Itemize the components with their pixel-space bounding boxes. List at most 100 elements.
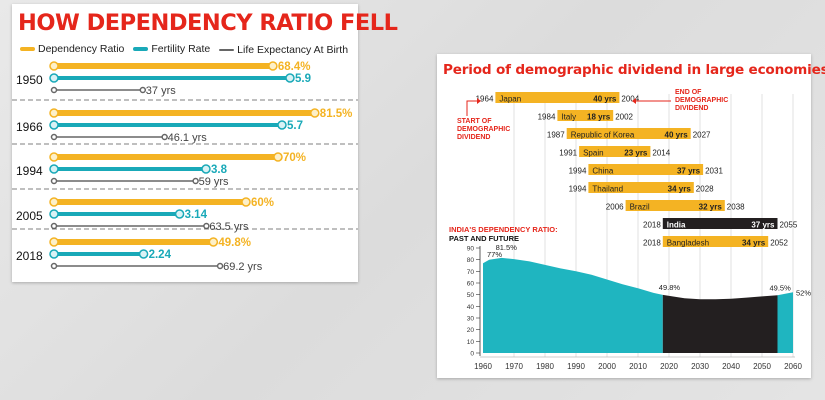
end-annotation-line: END OF xyxy=(675,89,702,96)
bar-end-dot-2-1966 xyxy=(161,133,168,141)
value-label-2-1994: 59 yrs xyxy=(199,176,229,188)
value-label-2-1950: 37 yrs xyxy=(146,85,176,97)
bar-end-dot-2-2018 xyxy=(216,262,224,270)
timeline-bar-Brazil xyxy=(625,200,725,211)
y-tick-0: 0 xyxy=(470,351,474,358)
value-label-2-2005: 63.5 yrs xyxy=(209,221,249,233)
bar-start-dot-2-1994 xyxy=(50,177,58,185)
end-year-Japan: 2004 xyxy=(621,95,639,104)
value-label-1-1994: 3.8 xyxy=(211,164,228,176)
area-value-label-2018: 49.8% xyxy=(659,283,681,292)
area-title-line1: INDIA'S DEPENDENCY RATIO: xyxy=(449,225,558,234)
end-year-Spain: 2014 xyxy=(652,149,670,158)
value-label-0-2018: 49.8% xyxy=(218,237,251,249)
value-label-2-2018: 69.2 yrs xyxy=(223,261,263,273)
bar-end-dot-2-2005 xyxy=(203,222,210,230)
timeline-bar-China xyxy=(588,164,704,175)
start-annotation-line: DEMOGRAPHIC xyxy=(457,126,510,133)
start-year-Bangladesh: 2018 xyxy=(643,239,661,248)
bar-end-dot-2-1950 xyxy=(139,86,147,94)
country-label-Thailand: Thailand xyxy=(592,185,623,194)
country-label-Italy: Italy xyxy=(561,113,576,122)
start-year-Brazil: 2006 xyxy=(606,203,624,212)
timeline-bar-Bangladesh xyxy=(662,236,769,247)
x-tick-1980: 1980 xyxy=(536,362,554,371)
country-label-Japan: Japan xyxy=(499,95,521,104)
timeline-bar-Italy xyxy=(557,110,614,121)
left-chart-title: HOW DEPENDENCY RATIO FELL xyxy=(18,10,398,36)
bar-start-dot-1-2005 xyxy=(49,209,59,219)
area-future-tail xyxy=(777,292,793,353)
value-label-1-2005: 3.14 xyxy=(185,209,208,221)
duration-label-Republic of Korea: 40 yrs xyxy=(665,131,689,140)
bar-start-dot-0-2018 xyxy=(49,237,59,247)
year-label-1966: 1966 xyxy=(16,120,43,134)
area-value-label-1966: 81.5% xyxy=(496,243,518,252)
country-label-Spain: Spain xyxy=(583,149,603,158)
start-year-India: 2018 xyxy=(643,221,661,230)
x-tick-1960: 1960 xyxy=(474,362,492,371)
bar-start-dot-1-1966 xyxy=(49,120,59,130)
bar-end-dot-1-1994 xyxy=(201,164,211,174)
x-tick-2040: 2040 xyxy=(722,362,740,371)
bar-start-dot-2-1966 xyxy=(50,133,58,141)
duration-label-Thailand: 34 yrs xyxy=(668,185,692,194)
duration-label-Japan: 40 yrs xyxy=(593,95,617,104)
bar-end-dot-0-1966 xyxy=(310,108,320,118)
country-label-India: India xyxy=(667,221,686,230)
value-label-0-1950: 68.4% xyxy=(278,61,311,73)
year-label-2018: 2018 xyxy=(16,249,43,263)
area-title-line2: PAST AND FUTURE xyxy=(449,234,519,243)
demographic-dividend-chart: 1964 2004 Japan 40 yrs 1984 2002 Italy 18 yrs 19… xyxy=(449,89,811,371)
value-label-1-1950: 5.9 xyxy=(295,73,311,85)
bar-end-dot-2-1994 xyxy=(192,177,199,185)
timeline-bar-Spain xyxy=(579,146,651,157)
y-tick-90: 90 xyxy=(467,246,475,253)
area-value-label-2060: 52% xyxy=(796,288,811,297)
legend-label-dependency: Dependency Ratio xyxy=(38,43,125,55)
y-tick-30: 30 xyxy=(467,316,475,323)
bar-start-dot-1-1994 xyxy=(49,164,59,174)
start-year-Republic of Korea: 1987 xyxy=(547,131,565,140)
country-label-Republic of Korea: Republic of Korea xyxy=(571,131,635,140)
start-year-China: 1994 xyxy=(569,167,587,176)
bar-start-dot-2-2005 xyxy=(50,222,58,230)
right-chart-title: Period of demographic dividend in large … xyxy=(443,62,825,78)
area-value-label-1960: 77% xyxy=(487,250,502,259)
start-annotation-arrowhead xyxy=(477,98,481,104)
end-annotation-arrowhead xyxy=(632,98,636,104)
value-label-0-2005: 60% xyxy=(251,197,274,209)
y-tick-40: 40 xyxy=(467,304,475,311)
x-tick-2020: 2020 xyxy=(660,362,678,371)
x-tick-2000: 2000 xyxy=(598,362,616,371)
bar-end-dot-1-1966 xyxy=(277,120,287,130)
legend-item-life: Life Expectancy At Birth xyxy=(219,44,348,56)
bar-end-dot-1-1950 xyxy=(285,73,295,83)
x-tick-2030: 2030 xyxy=(691,362,709,371)
end-year-Italy: 2002 xyxy=(615,113,633,122)
end-year-Brazil: 2038 xyxy=(727,203,745,212)
country-label-China: China xyxy=(592,167,613,176)
duration-label-Bangladesh: 34 yrs xyxy=(742,239,766,248)
bar-start-dot-0-1950 xyxy=(49,61,59,71)
y-tick-50: 50 xyxy=(467,292,475,299)
y-tick-70: 70 xyxy=(467,269,475,276)
x-tick-1990: 1990 xyxy=(567,362,585,371)
duration-label-Italy: 18 yrs xyxy=(587,113,611,122)
start-annotation-line: START OF xyxy=(457,118,492,125)
x-tick-1970: 1970 xyxy=(505,362,523,371)
y-tick-60: 60 xyxy=(467,281,475,288)
end-annotation-line: DEMOGRAPHIC xyxy=(675,97,728,104)
area-future-dividend xyxy=(662,294,778,353)
bar-start-dot-1-2018 xyxy=(49,249,59,259)
timeline-bar-Japan xyxy=(495,92,620,103)
bar-end-dot-0-1994 xyxy=(273,152,283,162)
timeline-bar-Thailand xyxy=(588,182,694,193)
bar-start-dot-0-2005 xyxy=(49,197,59,207)
start-annotation-line: DIVIDEND xyxy=(457,134,490,141)
bar-start-dot-2-2018 xyxy=(50,262,58,270)
bar-end-dot-0-2005 xyxy=(241,197,251,207)
end-year-China: 2031 xyxy=(705,167,723,176)
end-year-Thailand: 2028 xyxy=(696,185,714,194)
duration-label-Brazil: 32 yrs xyxy=(699,203,723,212)
